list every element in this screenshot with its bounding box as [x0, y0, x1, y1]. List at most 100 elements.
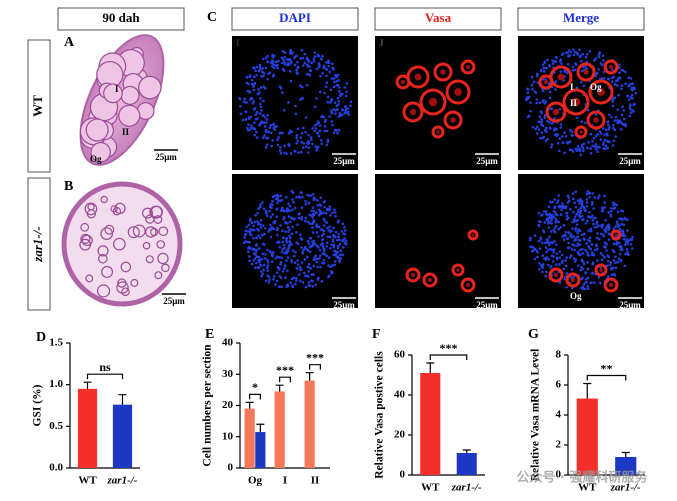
nucleus — [537, 224, 541, 228]
nucleus — [300, 218, 304, 221]
nucleus — [602, 59, 605, 62]
nucleus — [255, 111, 259, 114]
nucleus — [546, 238, 550, 241]
cell — [142, 241, 151, 250]
nucleus — [253, 266, 257, 270]
nucleus — [319, 210, 323, 214]
nucleus — [596, 225, 599, 228]
nucleus — [318, 257, 321, 260]
micrograph — [375, 36, 501, 170]
nucleus — [567, 199, 571, 202]
nucleus — [300, 140, 304, 144]
nucleus — [544, 246, 548, 249]
panel-label: E — [205, 327, 214, 342]
nucleus — [282, 236, 285, 239]
nucleus — [608, 226, 611, 230]
nucleus — [340, 229, 344, 233]
nucleus — [574, 205, 578, 209]
nucleus — [328, 101, 332, 104]
nucleus — [330, 271, 333, 275]
nucleus — [345, 82, 349, 85]
nucleus — [271, 195, 275, 199]
nucleus — [290, 216, 293, 219]
nucleus — [248, 128, 251, 132]
scale-label: 25μm — [155, 152, 177, 162]
nucleus — [285, 236, 289, 240]
y-tick-label: 1.5 — [49, 337, 63, 349]
nucleus — [331, 238, 335, 241]
nucleus — [575, 223, 579, 226]
nucleus — [279, 224, 282, 227]
nucleus — [555, 134, 558, 138]
nucleus — [549, 265, 553, 268]
nucleus — [582, 146, 585, 150]
nucleus — [569, 276, 573, 279]
nucleus — [578, 201, 581, 205]
nucleus — [315, 224, 318, 228]
nucleus — [334, 235, 337, 238]
oocyte-core — [414, 73, 422, 81]
nucleus — [254, 252, 257, 256]
nucleus — [603, 133, 607, 136]
nucleus — [624, 82, 627, 86]
oocyte-core — [593, 117, 599, 123]
nucleus — [546, 217, 550, 220]
nucleus — [616, 119, 619, 122]
nucleus — [266, 77, 269, 81]
nucleus — [255, 136, 259, 139]
nucleus — [342, 246, 345, 249]
nucleus — [580, 143, 584, 147]
nucleus — [261, 252, 265, 256]
nucleus — [252, 259, 256, 262]
cell — [110, 205, 118, 213]
nucleus — [618, 252, 622, 256]
nucleus — [329, 88, 333, 91]
nucleus — [331, 123, 334, 127]
nucleus — [535, 125, 539, 129]
nucleus — [298, 279, 302, 283]
cell — [150, 227, 159, 237]
nucleus — [252, 248, 256, 252]
nucleus — [259, 97, 262, 100]
cell — [96, 284, 111, 298]
error-bar — [256, 423, 265, 433]
nucleus — [337, 232, 340, 236]
nucleus — [571, 192, 575, 195]
nucleus — [290, 61, 293, 64]
nucleus — [540, 131, 544, 134]
nucleus — [286, 230, 290, 233]
nucleus — [317, 213, 321, 217]
nucleus — [291, 198, 294, 201]
nucleus — [601, 209, 604, 212]
nucleus — [326, 100, 329, 104]
oocyte — [588, 79, 614, 105]
nucleus — [556, 213, 559, 217]
nucleus — [297, 216, 301, 220]
nucleus — [334, 214, 337, 218]
cell — [97, 245, 109, 257]
nucleus — [308, 250, 312, 254]
nucleus — [573, 260, 577, 263]
nucleus — [315, 257, 319, 261]
nucleus — [317, 246, 320, 249]
nucleus — [279, 209, 283, 212]
nucleus — [565, 214, 569, 218]
nucleus — [624, 240, 628, 243]
nucleus — [579, 59, 583, 63]
scale-label: 25μm — [619, 156, 641, 166]
nucleus — [307, 262, 311, 266]
nucleus — [561, 135, 564, 138]
nucleus — [309, 245, 312, 249]
error-bar — [305, 372, 314, 381]
bar — [420, 373, 441, 475]
nucleus — [287, 215, 291, 218]
nucleus — [248, 233, 252, 236]
nucleus — [262, 207, 266, 211]
nucleus — [595, 147, 598, 151]
nucleus — [612, 139, 615, 143]
bar — [274, 391, 285, 468]
nucleus — [613, 250, 616, 254]
nucleus — [611, 249, 615, 252]
nucleus — [291, 51, 294, 54]
nucleus — [248, 230, 252, 234]
